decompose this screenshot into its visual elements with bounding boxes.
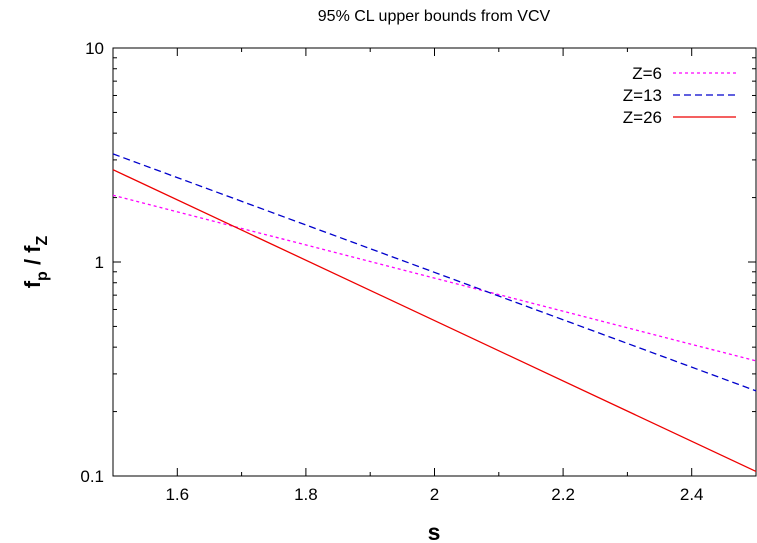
y-tick-label: 0.1: [80, 467, 104, 486]
x-tick-label: 2: [430, 485, 439, 504]
legend-label: Z=26: [623, 108, 662, 127]
legend: Z=6 Z=13 Z=26: [623, 64, 736, 127]
series-line-z6: [112, 194, 757, 362]
x-tick-label: 2.4: [680, 485, 704, 504]
series-line-z13: [112, 153, 757, 392]
chart-title: 95% CL upper bounds from VCV: [318, 8, 551, 25]
y-tick-label: 10: [85, 39, 104, 58]
legend-label: Z=13: [623, 86, 662, 105]
y-tick-label: 1: [95, 253, 104, 272]
series-lines: [112, 153, 757, 473]
x-tick-label: 1.8: [294, 485, 318, 504]
axis-ticks: 1.6 1.8 2 2.2 2.4 0.1 1 10: [80, 39, 757, 504]
x-tick-label: 1.6: [165, 485, 189, 504]
x-axis-label: s: [428, 519, 441, 543]
legend-label: Z=6: [632, 64, 662, 83]
x-tick-label: 2.2: [551, 485, 575, 504]
series-line-z26: [112, 169, 757, 473]
y-axis-label: fp / fZ: [20, 236, 51, 289]
